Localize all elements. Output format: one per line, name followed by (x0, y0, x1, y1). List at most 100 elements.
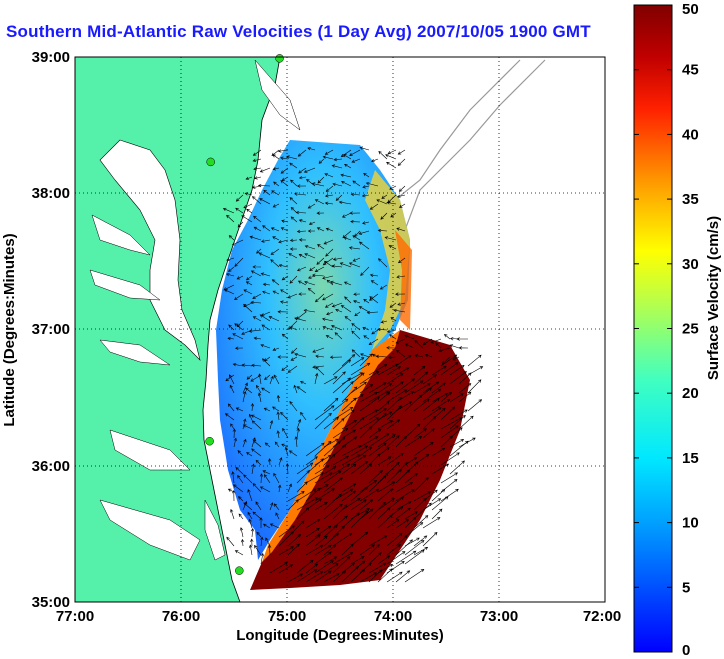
velocity-vector (268, 315, 280, 322)
velocity-vector (253, 226, 262, 232)
velocity-vector (341, 543, 354, 556)
velocity-vector (305, 518, 321, 529)
velocity-vector (233, 437, 238, 448)
velocity-vector (242, 418, 247, 430)
velocity-vector (352, 257, 361, 262)
velocity-vector (280, 156, 289, 160)
velocity-vector (368, 453, 381, 466)
velocity-vector (251, 196, 262, 205)
velocity-vector (269, 420, 274, 430)
velocity-vector (331, 264, 343, 268)
velocity-vector (368, 433, 390, 448)
velocity-vector (264, 374, 271, 381)
velocity-vector (246, 452, 253, 457)
gulf-stream-edge (262, 330, 400, 562)
velocity-vector (314, 560, 334, 574)
velocity-vector (395, 401, 413, 412)
velocity-vector (323, 453, 336, 466)
velocity-vector (314, 535, 328, 547)
velocity-vector (234, 346, 244, 350)
velocity-vector (316, 211, 325, 215)
velocity-vector (413, 546, 429, 556)
velocity-vector (351, 323, 361, 331)
velocity-vector (398, 185, 406, 192)
velocity-vector (422, 531, 438, 547)
velocity-vector (354, 311, 361, 317)
velocity-vector (277, 355, 289, 359)
velocity-vector (289, 401, 298, 412)
velocity-vector (322, 325, 334, 331)
velocity-vector (290, 206, 298, 214)
velocity-vector (384, 236, 397, 241)
velocity-vector (325, 335, 334, 340)
velocity-vector (245, 176, 253, 180)
velocity-vector (246, 374, 253, 380)
velocity-vector (395, 550, 417, 565)
velocity-vector (449, 460, 465, 475)
velocity-vector (224, 289, 235, 295)
velocity-vector (386, 461, 400, 475)
velocity-vector (404, 549, 425, 565)
velocity-vector (272, 236, 280, 241)
velocity-vector (314, 412, 332, 430)
velocity-vector (260, 272, 271, 277)
velocity-vector (298, 219, 307, 223)
velocity-vector (314, 405, 335, 421)
velocity-vector (368, 428, 382, 439)
velocity-vector (228, 235, 235, 241)
velocity-vector (278, 564, 294, 574)
velocity-vector (325, 185, 334, 192)
velocity-vector (296, 386, 307, 394)
velocity-vector (305, 487, 321, 502)
velocity-vector (322, 275, 334, 280)
velocity-vector (350, 460, 369, 475)
velocity-vector (359, 499, 374, 511)
velocity-vector (323, 477, 343, 493)
velocity-vector (390, 212, 397, 218)
velocity-vector (359, 463, 373, 475)
velocity-vector (272, 290, 280, 295)
velocity-vector (251, 463, 255, 475)
velocity-vector (252, 511, 262, 520)
velocity-vector (376, 199, 388, 205)
velocity-vector (366, 310, 379, 315)
velocity-vector (387, 149, 397, 155)
velocity-vector (404, 394, 423, 412)
velocity-vector (440, 425, 459, 439)
velocity-vector (395, 501, 412, 511)
velocity-vector (386, 381, 404, 394)
velocity-vector (332, 533, 353, 547)
velocity-vector (413, 428, 427, 439)
velocity-vector (352, 180, 361, 187)
velocity-vector (431, 496, 449, 511)
velocity-vector (248, 329, 262, 333)
velocity-vector (404, 380, 424, 394)
velocity-vector (362, 221, 370, 225)
velocity-vector (359, 572, 378, 583)
velocity-vector (413, 371, 429, 385)
velocity-vector (362, 185, 370, 189)
velocity-vector (332, 377, 351, 394)
velocity-vector (289, 162, 298, 169)
velocity-vector (305, 534, 321, 547)
colorbar-tick-label: 30 (682, 256, 699, 273)
figure-title: Southern Mid-Atlantic Raw Velocities (1 … (6, 22, 591, 41)
velocity-vector (289, 247, 298, 251)
velocity-vector (242, 424, 253, 430)
velocity-vector (322, 257, 334, 266)
velocity-vector (225, 273, 235, 277)
velocity-vector (350, 381, 367, 394)
velocity-vector (279, 300, 289, 304)
velocity-vector (296, 418, 302, 430)
velocity-vector (248, 518, 253, 529)
velocity-vector (395, 570, 411, 583)
velocity-vector (341, 397, 357, 412)
velocity-vector (449, 344, 460, 349)
velocity-vector (227, 336, 235, 341)
velocity-vector (368, 382, 387, 394)
velocity-vector (395, 391, 415, 403)
velocity-vector (413, 442, 434, 457)
velocity-vector (259, 473, 264, 484)
velocity-vector (305, 527, 320, 538)
delaware-bay (254, 59, 301, 131)
